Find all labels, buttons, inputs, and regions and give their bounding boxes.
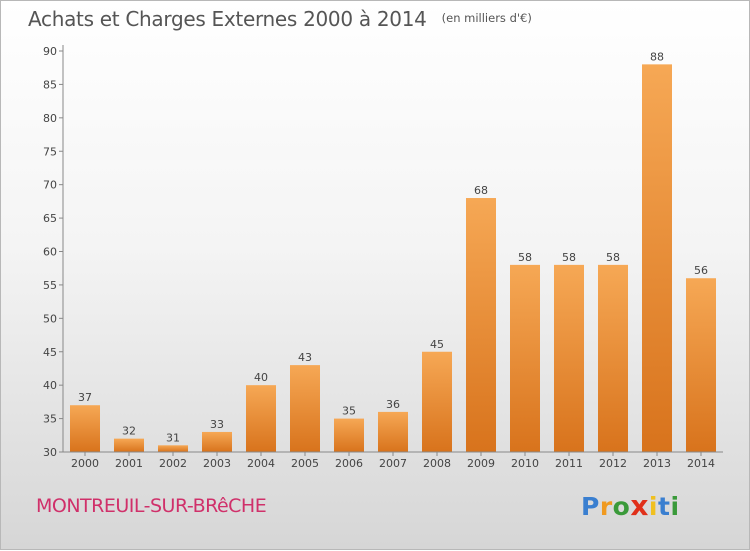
value-label-2014: 56	[694, 264, 708, 277]
y-tick-label-65: 65	[43, 212, 57, 225]
x-tick-label-2011: 2011	[555, 457, 583, 470]
x-tick-label-2012: 2012	[599, 457, 627, 470]
bar-2014	[686, 278, 716, 452]
value-label-2003: 33	[210, 418, 224, 431]
x-tick-label-2006: 2006	[335, 457, 363, 470]
x-tick-label-2009: 2009	[467, 457, 495, 470]
value-label-2013: 88	[650, 50, 664, 63]
bar-2003	[202, 431, 232, 452]
logo-letter: r	[599, 492, 613, 521]
bar-2009	[466, 198, 496, 452]
chart-subtitle: (en milliers d'€)	[441, 11, 532, 25]
x-tick-label-2010: 2010	[511, 457, 539, 470]
x-tick-label-2008: 2008	[423, 457, 451, 470]
value-label-2002: 31	[166, 431, 180, 444]
logo-letter: i	[648, 492, 658, 521]
bar-2010	[510, 264, 540, 452]
value-label-2005: 43	[298, 351, 312, 364]
bar-2008	[422, 351, 452, 452]
x-tick-label-2002: 2002	[159, 457, 187, 470]
y-tick-label-40: 40	[43, 379, 57, 392]
y-tick-label-35: 35	[43, 413, 57, 426]
value-label-2010: 58	[518, 251, 532, 264]
bar-2000	[70, 405, 100, 452]
title-row: Achats et Charges Externes 2000 à 2014 (…	[28, 7, 532, 31]
bar-2001	[114, 438, 144, 452]
bar-2005	[290, 365, 320, 452]
logo-letter: o	[612, 492, 631, 521]
value-label-2009: 68	[474, 184, 488, 197]
x-tick-label-2005: 2005	[291, 457, 319, 470]
value-label-2011: 58	[562, 251, 576, 264]
bars-group: 37 32 31 33 40 43 35 36 45 68 58 58 58 88 56	[70, 50, 716, 452]
logo-letter: i	[670, 492, 680, 521]
y-tick-label-90: 90	[43, 45, 57, 58]
x-tick-label-2007: 2007	[379, 457, 407, 470]
x-tick-label-2014: 2014	[687, 457, 715, 470]
logo-letter: P	[581, 492, 600, 521]
value-label-2004: 40	[254, 371, 268, 384]
y-tick-label-80: 80	[43, 112, 57, 125]
y-tick-label-50: 50	[43, 312, 57, 325]
logo-letter: t	[658, 492, 671, 521]
value-label-2008: 45	[430, 338, 444, 351]
y-tick-label-30: 30	[43, 446, 57, 459]
value-label-2007: 36	[386, 398, 400, 411]
value-label-2000: 37	[78, 391, 92, 404]
chart-title: Achats et Charges Externes 2000 à 2014	[28, 7, 427, 31]
x-tick-label-2013: 2013	[643, 457, 671, 470]
x-tick-label-2004: 2004	[247, 457, 275, 470]
bar-2002	[158, 445, 188, 452]
value-label-2001: 32	[122, 425, 136, 438]
y-tick-label-70: 70	[43, 179, 57, 192]
value-label-2006: 35	[342, 405, 356, 418]
commune-name: MONTREUIL-SUR-BRêCHE	[36, 495, 267, 517]
axes-group: 30 35 40 45 50 55 60 65 70 75 80 85 90 2000 2001 2002 20…	[43, 45, 723, 470]
proxiti-logo[interactable]: Proxiti	[581, 489, 680, 522]
x-tick-label-2003: 2003	[203, 457, 231, 470]
x-tick-label-2001: 2001	[115, 457, 143, 470]
logo-letter: x	[630, 489, 649, 522]
bar-2011	[554, 264, 584, 452]
bar-2007	[378, 411, 408, 452]
y-tick-label-55: 55	[43, 279, 57, 292]
bar-2004	[246, 385, 276, 452]
y-tick-label-85: 85	[43, 78, 57, 91]
value-label-2012: 58	[606, 251, 620, 264]
bar-2013	[642, 64, 672, 452]
y-tick-label-45: 45	[43, 346, 57, 359]
x-tick-label-2000: 2000	[71, 457, 99, 470]
y-tick-label-75: 75	[43, 145, 57, 158]
y-tick-label-60: 60	[43, 246, 57, 259]
bar-2006	[334, 418, 364, 452]
bar-2012	[598, 264, 628, 452]
